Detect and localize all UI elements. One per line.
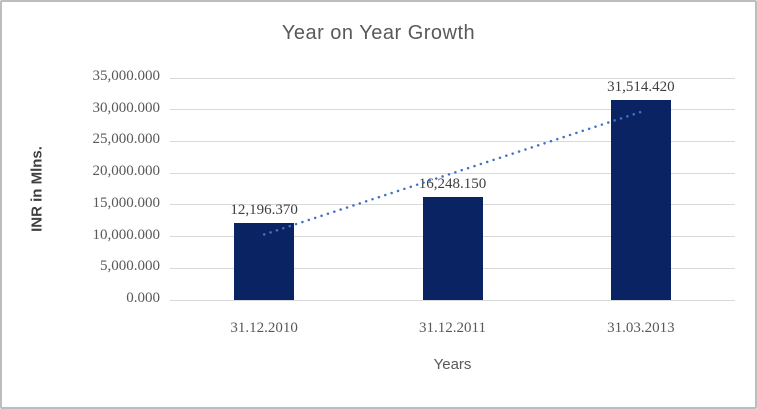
y-tick-label: 0.000 <box>126 290 160 306</box>
trendline <box>262 110 643 236</box>
y-tick-label: 35,000.000 <box>92 68 161 84</box>
y-tick-label: 20,000.000 <box>92 163 161 180</box>
y-axis-title: INR in Mlns. <box>28 146 46 232</box>
x-category-label: 31.12.2010 <box>230 320 298 336</box>
y-tick-label: 15,000.000 <box>92 194 161 211</box>
bar-31.12.2011 <box>422 196 483 300</box>
y-tick-label: 25,000.000 <box>92 131 161 148</box>
x-category-label: 31.12.2011 <box>419 320 486 336</box>
gridline <box>170 172 735 174</box>
data-label: 12,196.370 <box>230 201 298 218</box>
chart-title: Year on Year Growth <box>281 22 476 44</box>
gridline <box>170 299 735 301</box>
x-category-label: 31.03.2013 <box>607 320 675 336</box>
gridline <box>170 140 735 142</box>
x-axis-title: Years <box>433 356 472 373</box>
plot-area: 12,196.370 16,248.150 31,514.420 <box>170 77 735 301</box>
y-tick-label: 5,000.000 <box>100 258 160 275</box>
gridline <box>170 77 735 79</box>
data-label: 31,514.420 <box>607 79 675 96</box>
y-tick-label: 30,000.000 <box>92 99 161 116</box>
bar-31.03.2013 <box>610 100 671 300</box>
y-tick-label: 10,000.000 <box>92 226 161 243</box>
gridline <box>170 109 735 111</box>
data-label: 16,248.150 <box>418 175 487 192</box>
